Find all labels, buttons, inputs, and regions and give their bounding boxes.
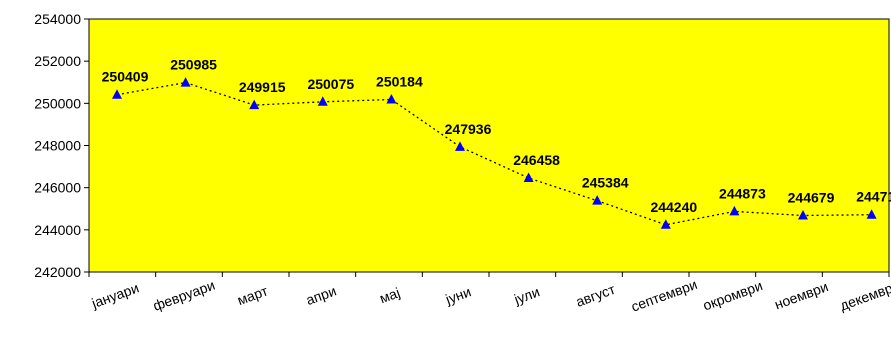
x-category-label: ноември bbox=[772, 278, 830, 312]
data-label: 250985 bbox=[170, 57, 217, 73]
data-point-marker bbox=[798, 210, 808, 220]
plot-area bbox=[88, 18, 890, 273]
data-point-marker bbox=[249, 99, 260, 110]
x-category-label: јули bbox=[511, 283, 542, 307]
x-category-label: декември bbox=[838, 277, 891, 313]
data-point-marker bbox=[592, 195, 603, 205]
x-category-label: мај bbox=[377, 284, 402, 306]
series-layer: 250409 250985 249915 250075 250184 247936 2464… bbox=[102, 57, 891, 229]
y-tick-label: 246000 bbox=[34, 180, 81, 196]
x-category-label: окромври bbox=[701, 277, 765, 313]
data-point-marker bbox=[386, 93, 397, 104]
data-label: 245384 bbox=[582, 175, 629, 191]
x-category-label: апри bbox=[304, 282, 339, 308]
x-category-label: август bbox=[574, 281, 618, 310]
data-label: 250184 bbox=[376, 73, 423, 89]
x-category-label: март bbox=[235, 282, 270, 308]
data-label: 246458 bbox=[513, 152, 560, 168]
x-category-label: февруари bbox=[151, 277, 217, 314]
data-label: 244717 bbox=[856, 189, 891, 205]
data-label: 250409 bbox=[102, 69, 149, 85]
data-point-marker bbox=[660, 219, 671, 229]
series-line bbox=[116, 81, 872, 226]
y-tick-label: 254000 bbox=[34, 11, 81, 27]
data-point-marker bbox=[455, 141, 465, 151]
data-point-marker bbox=[729, 205, 740, 216]
data-label: 244240 bbox=[650, 199, 697, 215]
y-tick-label: 244000 bbox=[34, 222, 81, 238]
x-category-label: јануари bbox=[89, 279, 141, 311]
x-category-label: септември bbox=[629, 276, 699, 315]
y-tick-label: 252000 bbox=[34, 53, 81, 69]
y-tick-label: 248000 bbox=[34, 138, 81, 154]
data-point-marker bbox=[866, 209, 877, 219]
y-tick-label: 250000 bbox=[34, 95, 81, 111]
y-axis: 254000 252000 250000 248000 246000 244000 2420… bbox=[34, 11, 90, 280]
data-point-marker bbox=[523, 172, 534, 183]
data-label: 244679 bbox=[788, 190, 835, 206]
data-point-marker bbox=[112, 89, 122, 99]
data-point-marker bbox=[317, 96, 328, 106]
data-label: 244873 bbox=[719, 185, 766, 201]
y-tick-label: 242000 bbox=[34, 264, 81, 280]
data-label: 249915 bbox=[239, 79, 286, 95]
x-axis: јануари февруари март апри мај јуни јули август… bbox=[88, 271, 891, 315]
data-label: 247936 bbox=[445, 121, 492, 137]
data-label: 250075 bbox=[307, 76, 354, 92]
data-point-marker bbox=[180, 77, 191, 87]
x-category-label: јуни bbox=[443, 283, 474, 307]
